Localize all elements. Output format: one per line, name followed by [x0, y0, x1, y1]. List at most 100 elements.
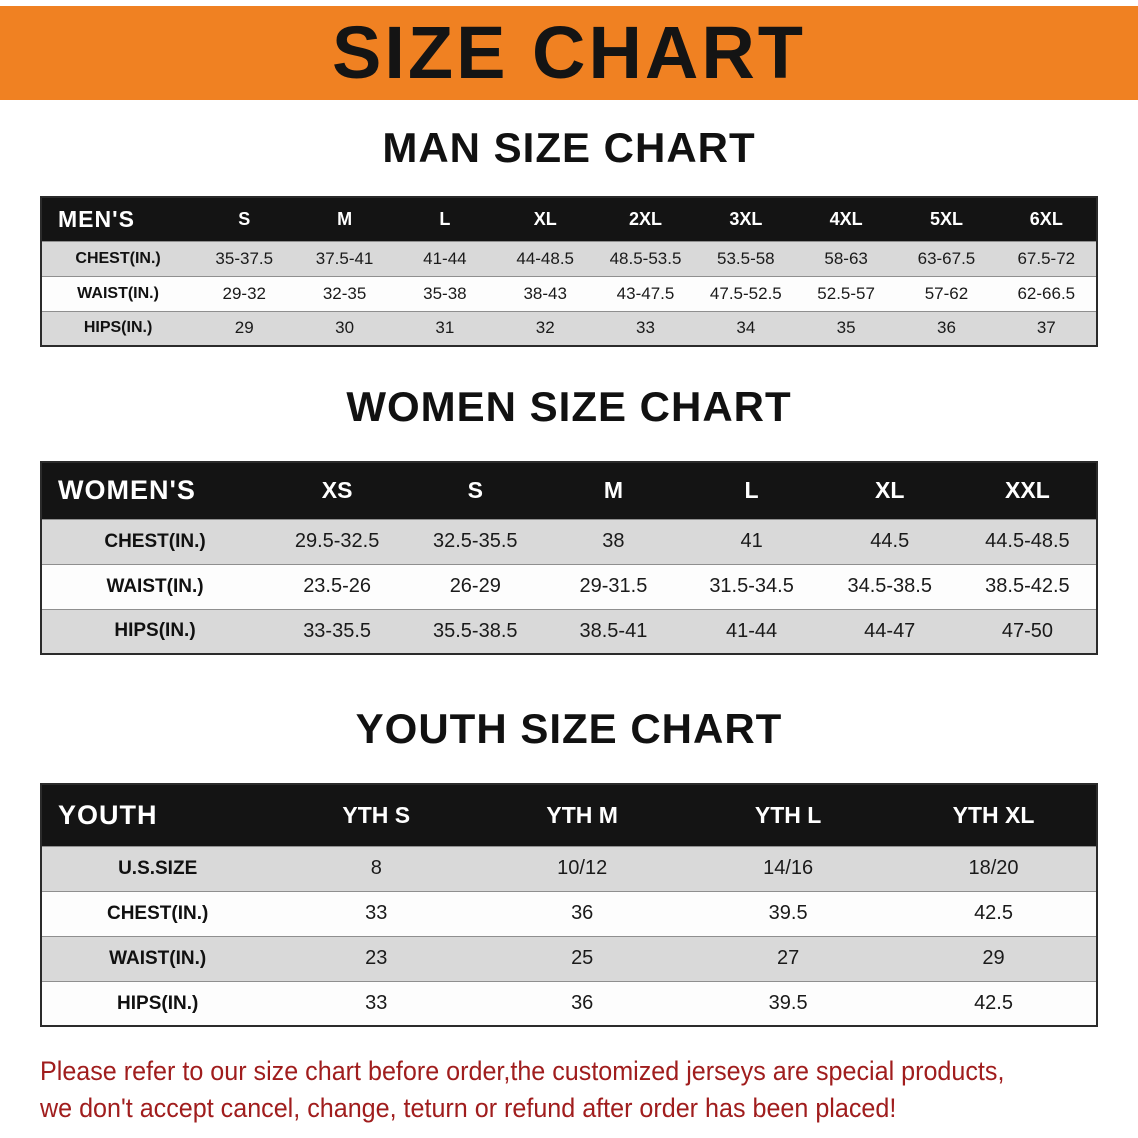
size-column-header: YTH S	[273, 784, 480, 847]
size-column-header: 3XL	[695, 197, 796, 242]
size-value-cell: 33	[365, 902, 388, 925]
table-row: CHEST(IN.) 33 36 39.5 42.5	[41, 891, 1097, 937]
size-value-cell: 33	[636, 318, 655, 338]
size-value-cell: 34.5-38.5	[847, 575, 932, 598]
size-value-cell: 33-35.5	[303, 619, 372, 642]
size-value-cell: 67.5-72	[1017, 248, 1076, 268]
size-value-cell: 14/16	[763, 857, 814, 880]
size-column-header: M	[544, 462, 683, 520]
size-value-cell: 18/20	[968, 857, 1019, 880]
size-chart-page: SIZE CHART MAN SIZE CHART MEN'S S M L XL 2XL 3…	[0, 6, 1138, 1126]
size-value-cell: 31	[435, 318, 455, 338]
size-value-cell: 53.5-58	[716, 248, 775, 268]
women-size-section: WOMEN SIZE CHART WOMEN'S XS S M L XL XXL CHEST(…	[0, 383, 1138, 656]
size-value-cell: 42.5	[974, 992, 1013, 1015]
size-value-cell: 36	[571, 902, 594, 925]
size-value-cell: 38	[602, 530, 625, 553]
size-value-cell: 29-31.5	[579, 575, 648, 598]
size-column-header: XS	[268, 462, 407, 520]
size-column-header: S	[194, 197, 295, 242]
size-value-cell: 29	[234, 318, 254, 338]
size-value-cell: 35	[836, 318, 856, 338]
size-value-cell: 42.5	[974, 902, 1013, 925]
row-label: HIPS(IN.)	[83, 319, 153, 337]
table-title-cell: YOUTH	[41, 784, 274, 847]
size-value-cell: 35-37.5	[215, 248, 274, 268]
size-column-header: 2XL	[595, 197, 696, 242]
size-value-cell: 63-67.5	[917, 248, 976, 268]
size-value-cell: 52.5-57	[817, 283, 875, 303]
youth-size-table: YOUTH YTH S YTH M YTH L YTH XL U.S.SIZE 8 10/12…	[40, 783, 1098, 1028]
size-value-cell: 32.5-35.5	[433, 530, 518, 553]
size-value-cell: 35.5-38.5	[433, 619, 518, 642]
size-value-cell: 39.5	[768, 902, 808, 925]
table-row: WAIST(IN.) 23.5-26 26-29 29-31.5 31.5-34.5 34…	[41, 564, 1097, 610]
youth-chart-heading: YOUTH SIZE CHART	[355, 705, 783, 753]
size-value-cell: 36	[936, 318, 956, 338]
table-header-row: YOUTH YTH S YTH M YTH L YTH XL	[41, 784, 1097, 847]
table-row: U.S.SIZE 8 10/12 14/16 18/20	[41, 846, 1097, 892]
size-value-cell: 33	[365, 992, 388, 1015]
size-value-cell: 38.5-42.5	[985, 575, 1070, 598]
size-column-header: XL	[495, 197, 596, 242]
banner: SIZE CHART	[0, 6, 1138, 100]
size-value-cell: 30	[335, 318, 355, 338]
size-value-cell: 44.5-48.5	[985, 530, 1070, 553]
table-row: HIPS(IN.) 29 30 31 32 33 34 35 36 37	[41, 311, 1097, 347]
size-value-cell: 39.5	[768, 992, 808, 1015]
table-row: WAIST(IN.) 23 25 27 29	[41, 936, 1097, 982]
size-value-cell: 36	[571, 992, 594, 1015]
table-title-cell: MEN'S	[41, 197, 195, 242]
row-label: HIPS(IN.)	[117, 992, 199, 1014]
row-label: WAIST(IN.)	[109, 947, 207, 969]
table-row: WAIST(IN.) 29-32 32-35 35-38 38-43 43-47.5 47.…	[41, 276, 1097, 312]
table-row: CHEST(IN.) 35-37.5 37.5-41 41-44 44-48.5 48.5…	[41, 241, 1097, 277]
size-column-header: L	[682, 462, 821, 520]
men-size-section: MAN SIZE CHART MEN'S S M L XL 2XL 3XL 4XL 5XL 6XL…	[0, 124, 1138, 348]
table-header-row: MEN'S S M L XL 2XL 3XL 4XL 5XL 6XL	[41, 197, 1097, 242]
size-value-cell: 37.5-41	[315, 248, 374, 268]
size-column-header: 5XL	[896, 197, 997, 242]
size-column-header: L	[394, 197, 496, 242]
women-size-table: WOMEN'S XS S M L XL XXL CHEST(IN.) 29.5-32.5 32.5…	[40, 461, 1098, 656]
disclaimer-line-1: Please refer to our size chart before or…	[40, 1056, 1005, 1087]
table-title-cell: WOMEN'S	[41, 462, 269, 520]
size-value-cell: 31.5-34.5	[709, 575, 794, 598]
size-value-cell: 29	[982, 947, 1005, 970]
size-column-header: 6XL	[996, 197, 1097, 242]
size-column-header: XXL	[958, 462, 1097, 520]
page-title: SIZE CHART	[332, 11, 806, 94]
size-value-cell: 10/12	[557, 857, 608, 880]
size-value-cell: 44-48.5	[516, 248, 575, 268]
size-value-cell: 62-66.5	[1017, 283, 1076, 303]
size-value-cell: 41-44	[423, 248, 467, 268]
size-column-header: S	[406, 462, 545, 520]
size-value-cell: 43-47.5	[616, 283, 675, 303]
size-value-cell: 47-50	[1001, 619, 1053, 642]
size-value-cell: 25	[571, 947, 594, 970]
size-value-cell: 8	[370, 857, 382, 880]
size-value-cell: 34	[736, 318, 756, 338]
row-label: CHEST(IN.)	[106, 902, 209, 924]
youth-size-section: YOUTH SIZE CHART YOUTH YTH S YTH M YTH L YTH…	[0, 705, 1138, 1028]
size-value-cell: 38.5-41	[579, 619, 648, 642]
row-label: CHEST(IN.)	[104, 530, 206, 552]
size-value-cell: 32-35	[322, 283, 367, 303]
row-label: HIPS(IN.)	[114, 620, 196, 642]
women-chart-heading: WOMEN SIZE CHART	[346, 383, 792, 431]
size-column-header: M	[294, 197, 395, 242]
table-row: CHEST(IN.) 29.5-32.5 32.5-35.5 38 41 44.5 44.5…	[41, 519, 1097, 565]
size-column-header: 4XL	[795, 197, 897, 242]
size-value-cell: 58-63	[824, 248, 868, 268]
men-chart-heading: MAN SIZE CHART	[382, 124, 756, 171]
men-size-table: MEN'S S M L XL 2XL 3XL 4XL 5XL 6XL CHEST(IN.) 35-37…	[40, 196, 1098, 348]
disclaimer: Please refer to our size chart before or…	[40, 1053, 1061, 1126]
size-value-cell: 44-47	[864, 619, 916, 642]
size-value-cell: 27	[776, 947, 800, 970]
size-value-cell: 23	[365, 947, 388, 970]
size-value-cell: 37	[1036, 318, 1056, 338]
size-value-cell: 41	[740, 530, 763, 553]
size-column-header: YTH M	[479, 784, 686, 847]
row-label: WAIST(IN.)	[106, 575, 204, 597]
row-label: CHEST(IN.)	[75, 249, 161, 267]
